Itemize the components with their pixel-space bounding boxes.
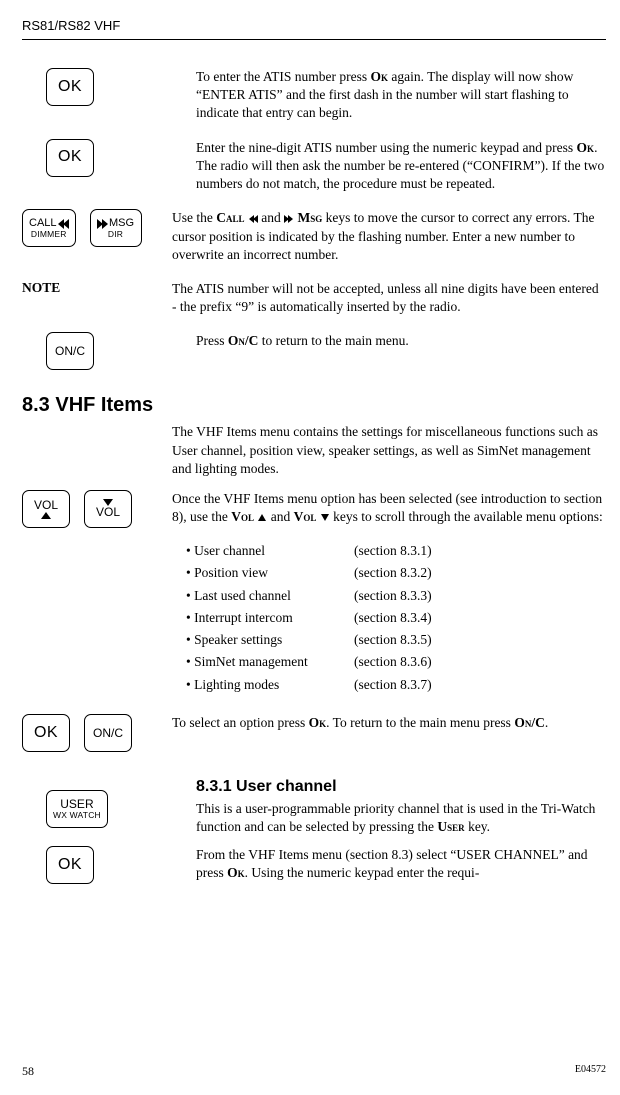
user-channel-step: From the VHF Items menu (section 8.3) se… — [196, 846, 606, 884]
section-8-3-1-heading: 8.3.1 User channel — [196, 776, 606, 798]
select-instruction: To select an option press Ok. To return … — [172, 714, 606, 752]
step-text: To enter the ATIS number press Ok again.… — [196, 68, 606, 123]
msg-dir-key-icon: MSG DIR — [90, 209, 142, 247]
user-wxwatch-key-icon: USER WX WATCH — [46, 790, 108, 828]
list-item: • SimNet management(section 8.3.6) — [186, 651, 606, 673]
ok-key-icon: OK — [46, 68, 94, 106]
ok-key-icon: OK — [46, 139, 94, 177]
list-item: • Speaker settings(section 8.3.5) — [186, 629, 606, 651]
section-8-3-heading: 8.3 VHF Items — [22, 394, 606, 417]
note-text: The ATIS number will not be accepted, un… — [172, 280, 606, 316]
list-item: • Position view(section 8.3.2) — [186, 562, 606, 584]
vol-down-key-icon: VOL — [84, 490, 132, 528]
menu-options-list: • User channel(section 8.3.1) • Position… — [186, 540, 606, 696]
step-text: Press On/C to return to the main menu. — [196, 332, 606, 370]
vol-up-key-icon: VOL — [22, 490, 70, 528]
note-label: NOTE — [22, 280, 60, 296]
list-item: • User channel(section 8.3.1) — [186, 540, 606, 562]
double-right-arrow-icon — [285, 215, 293, 223]
list-item: • Last used channel(section 8.3.3) — [186, 585, 606, 607]
list-item: • Lighting modes(section 8.3.7) — [186, 674, 606, 696]
up-arrow-icon — [258, 514, 266, 521]
scroll-instruction: Once the VHF Items menu option has been … — [172, 490, 606, 528]
step-text: Enter the nine-digit ATIS number using t… — [196, 139, 606, 194]
onc-key-icon: ON/C — [46, 332, 94, 370]
down-arrow-icon — [321, 514, 329, 521]
page-number: 58 — [22, 1064, 34, 1079]
call-dimmer-key-icon: CALL DIMMER — [22, 209, 76, 247]
header-rule — [22, 39, 606, 40]
ok-key-icon: OK — [46, 846, 94, 884]
onc-key-icon: ON/C — [84, 714, 132, 752]
double-left-arrow-icon — [249, 215, 257, 223]
list-item: • Interrupt intercom(section 8.3.4) — [186, 607, 606, 629]
section-intro: The VHF Items menu contains the settings… — [172, 423, 606, 478]
step-text: Use the Call and Msg keys to move the cu… — [172, 209, 606, 264]
ok-key-icon: OK — [22, 714, 70, 752]
user-channel-text: This is a user-programmable priority cha… — [196, 800, 606, 836]
document-number: E04572 — [575, 1064, 606, 1079]
page-header-product: RS81/RS82 VHF — [22, 18, 606, 33]
